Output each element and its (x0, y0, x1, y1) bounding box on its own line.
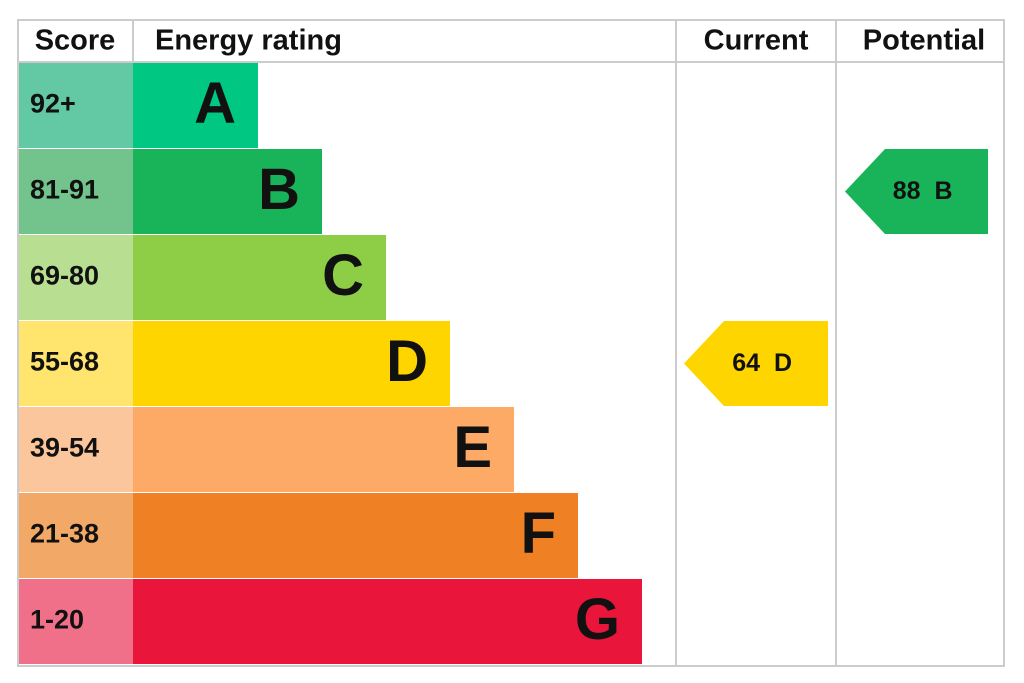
band-bar (133, 63, 258, 148)
score-cell (19, 63, 133, 148)
band-bar (133, 493, 578, 578)
header-energy-rating: Energy rating (155, 25, 342, 57)
current-value: 64 (732, 349, 760, 377)
band-bar (133, 321, 450, 406)
band-score: 55-68 (30, 347, 99, 377)
score-cell (19, 579, 133, 664)
score-cell (19, 235, 133, 320)
current-letter: D (774, 349, 792, 377)
header-current: Current (704, 25, 809, 57)
band-bar (133, 407, 514, 492)
score-cell (19, 321, 133, 406)
band-bar (133, 149, 322, 234)
score-cell (19, 407, 133, 492)
potential-value: 88 (893, 177, 921, 205)
band-bar (133, 579, 642, 664)
potential-letter: B (935, 177, 953, 205)
band-score: 21-38 (30, 519, 99, 549)
band-letter: E (453, 415, 492, 480)
band-letter: C (322, 243, 364, 308)
band-letter: B (258, 157, 300, 222)
header-potential: Potential (863, 25, 985, 57)
band-score: 69-80 (30, 261, 99, 291)
band-letter: A (194, 71, 236, 136)
current-arrow (684, 321, 828, 406)
potential-arrow (845, 149, 988, 234)
score-cell (19, 149, 133, 234)
band-score: 1-20 (30, 605, 84, 635)
band-score: 39-54 (30, 433, 99, 463)
header-score: Score (35, 25, 116, 57)
band-bar (133, 235, 386, 320)
band-letter: G (575, 587, 620, 652)
band-score: 81-91 (30, 175, 99, 205)
score-cell (19, 493, 133, 578)
band-letter: D (386, 329, 428, 394)
band-score: 92+ (30, 89, 76, 119)
band-letter: F (521, 501, 556, 566)
